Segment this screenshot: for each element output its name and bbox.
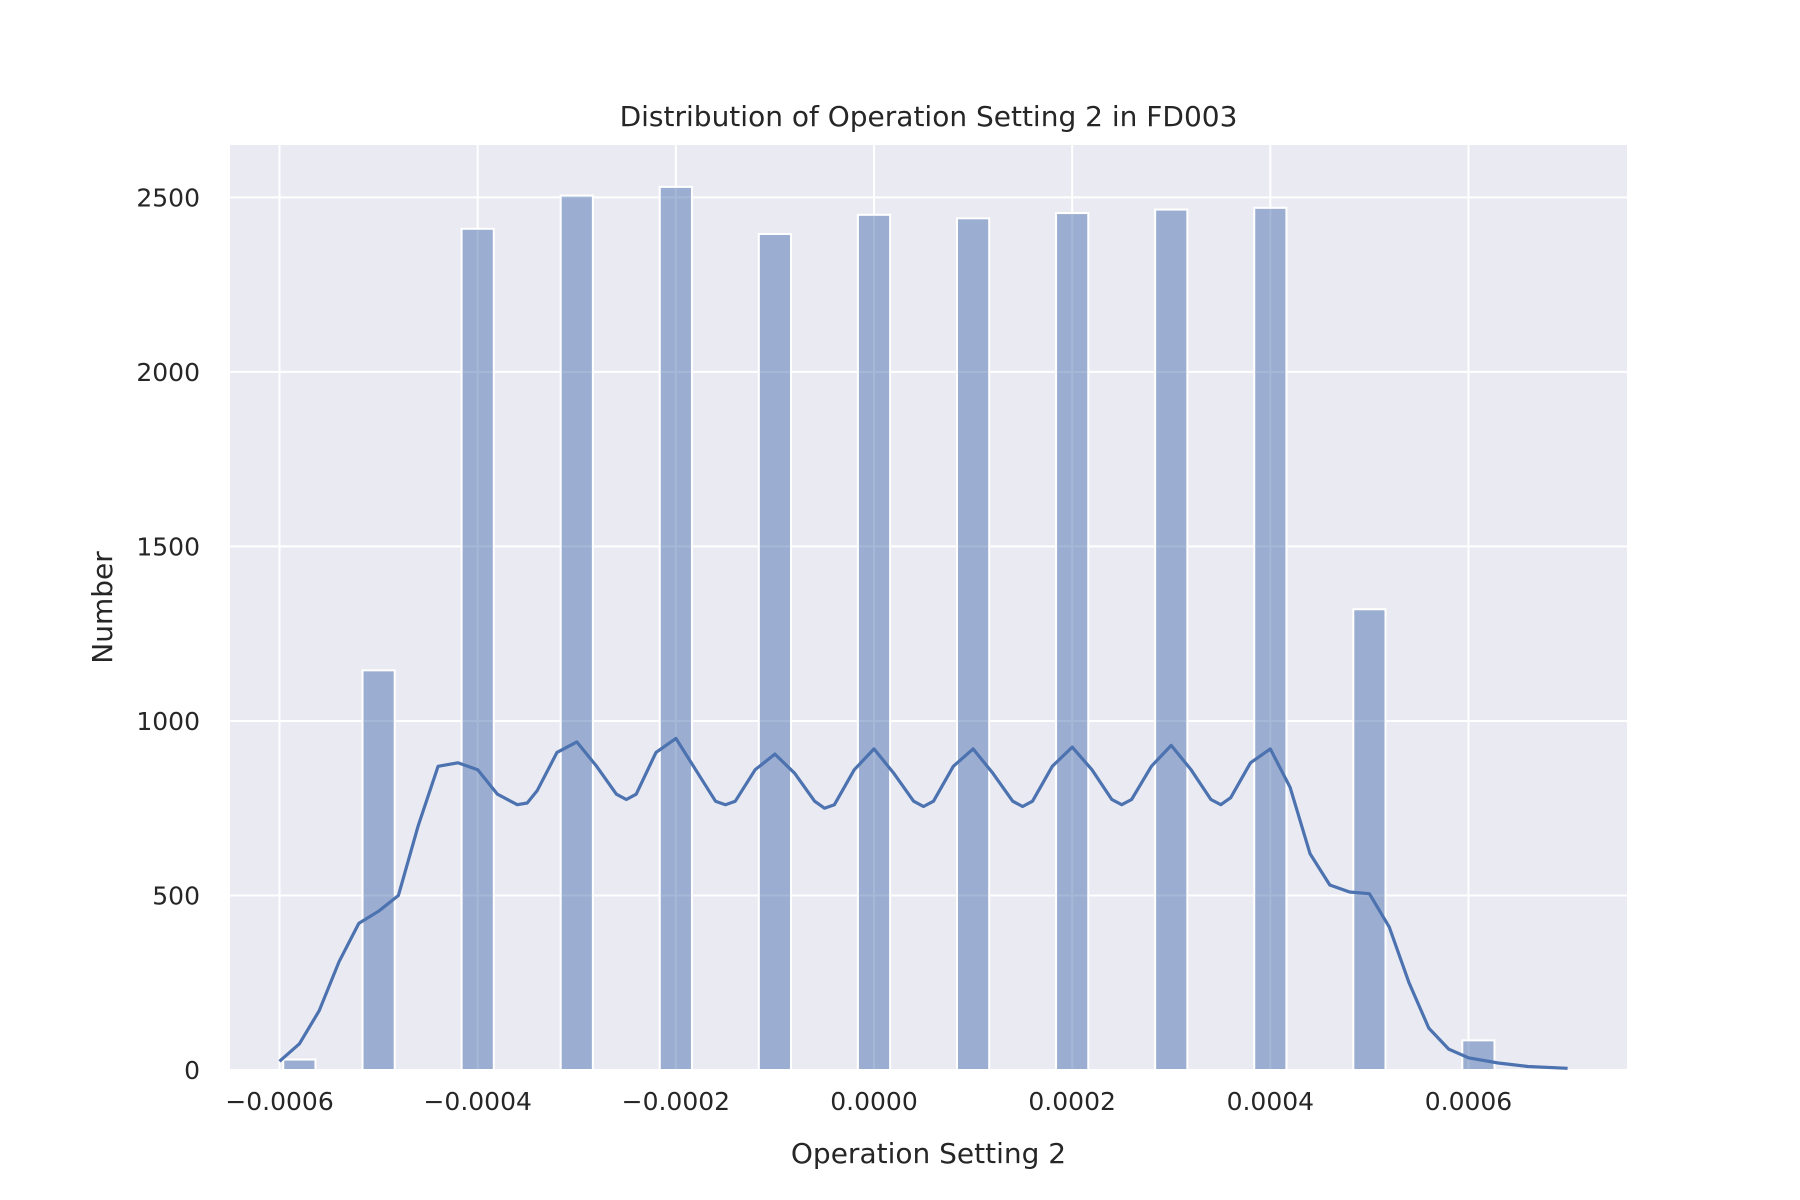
histogram-bars bbox=[282, 185, 1496, 1072]
chart-title: Distribution of Operation Setting 2 in F… bbox=[620, 100, 1238, 133]
histogram-bar bbox=[955, 217, 991, 1071]
x-tick-label: −0.0004 bbox=[423, 1087, 531, 1116]
y-tick-labels: 0 500 1000 1500 2000 2500 bbox=[136, 183, 200, 1085]
y-tick-label: 2000 bbox=[136, 358, 200, 387]
x-tick-label: 0.0000 bbox=[830, 1087, 917, 1116]
histogram-bar bbox=[282, 1058, 317, 1072]
histogram-bar bbox=[1352, 608, 1387, 1072]
histogram-bar bbox=[658, 185, 693, 1072]
x-axis-label: Operation Setting 2 bbox=[791, 1137, 1066, 1170]
x-tick-label: 0.0004 bbox=[1227, 1087, 1314, 1116]
x-tick-labels: −0.0006 −0.0004 −0.0002 0.0000 0.0002 0.0004 0… bbox=[225, 1087, 1512, 1116]
histogram-bar bbox=[1461, 1039, 1496, 1072]
histogram-bar bbox=[559, 194, 594, 1071]
y-tick-label: 2500 bbox=[136, 183, 200, 212]
histogram-bar bbox=[361, 669, 396, 1071]
x-tick-label: 0.0006 bbox=[1425, 1087, 1512, 1116]
histogram-bar bbox=[1154, 208, 1189, 1071]
histogram-bar bbox=[757, 233, 793, 1071]
histogram-bar bbox=[1055, 212, 1090, 1071]
y-tick-label: 1500 bbox=[136, 532, 200, 561]
plot-background bbox=[230, 145, 1627, 1070]
y-axis-label: Number bbox=[86, 551, 119, 664]
y-tick-label: 500 bbox=[152, 881, 200, 910]
x-tick-label: −0.0006 bbox=[225, 1087, 333, 1116]
x-tick-label: −0.0002 bbox=[622, 1087, 730, 1116]
x-tick-label: 0.0002 bbox=[1028, 1087, 1115, 1116]
histogram-bar bbox=[460, 227, 495, 1072]
histogram-bar bbox=[1253, 206, 1288, 1071]
y-tick-label: 0 bbox=[184, 1056, 200, 1085]
y-tick-label: 1000 bbox=[136, 707, 200, 736]
kde-curve bbox=[278, 736, 1568, 1070]
histogram-bar bbox=[856, 213, 892, 1071]
